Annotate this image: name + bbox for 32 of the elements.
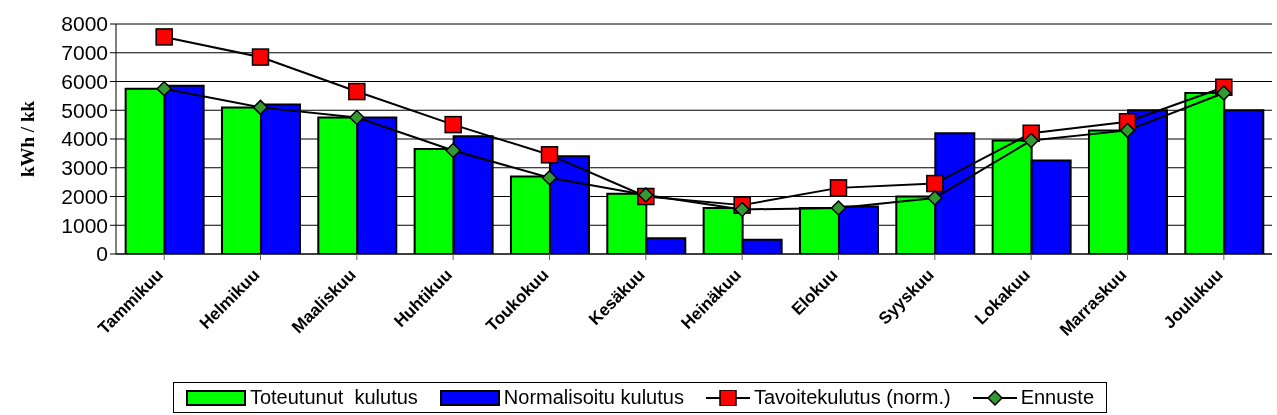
y-axis-title: kWh / kk xyxy=(16,100,38,178)
y-tick-label: 5000 xyxy=(61,98,108,122)
point xyxy=(1119,122,1136,139)
point xyxy=(348,82,366,101)
point xyxy=(155,28,173,46)
point xyxy=(251,48,270,66)
y-tick-label: 0 xyxy=(96,242,108,266)
y-tick-label: 3000 xyxy=(61,156,108,180)
y-tick-label: 8000 xyxy=(61,12,108,36)
point xyxy=(540,146,559,164)
point xyxy=(349,109,365,126)
point xyxy=(927,190,943,206)
legend-label: Normalisoitu kulutus xyxy=(503,386,684,409)
legend-label: Toteutunut kulutus xyxy=(249,386,418,409)
point xyxy=(926,174,944,193)
point xyxy=(829,179,848,197)
point xyxy=(734,201,750,218)
legend-label: Tavoitekulutus (norm.) xyxy=(753,386,951,409)
y-tick-label: 6000 xyxy=(61,69,108,93)
point xyxy=(156,80,172,97)
y-tick-label: 1000 xyxy=(61,213,108,237)
point xyxy=(541,170,558,186)
point xyxy=(1216,85,1232,101)
y-tick-label: 4000 xyxy=(61,127,108,151)
legend-label: Ennuste xyxy=(1020,386,1095,409)
y-tick-label: 2000 xyxy=(61,184,108,208)
point xyxy=(252,99,269,116)
point xyxy=(1023,132,1039,149)
point xyxy=(830,200,847,216)
point xyxy=(444,115,462,134)
point xyxy=(445,142,461,159)
y-tick-label: 7000 xyxy=(61,41,108,65)
